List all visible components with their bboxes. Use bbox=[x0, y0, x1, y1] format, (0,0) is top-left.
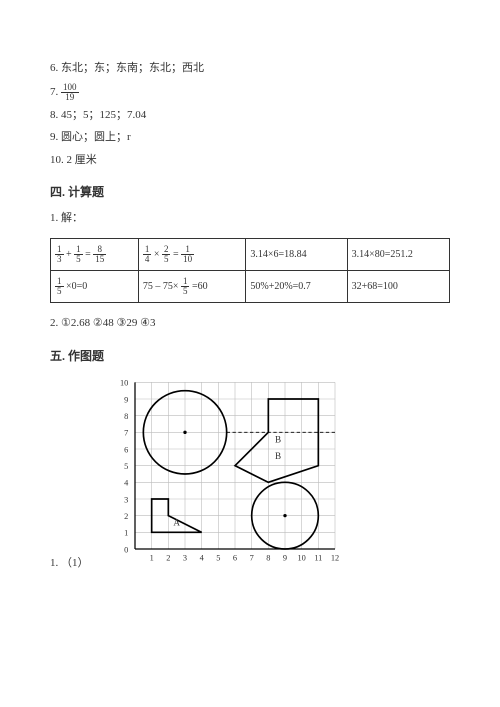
answer-9: 9. 圆心；圆上；r bbox=[50, 129, 450, 147]
svg-text:4: 4 bbox=[199, 553, 204, 562]
grid-figure: 123456789101112012345678910ABB bbox=[95, 374, 375, 574]
table-row: 13 + 15 = 815 14 × 25 = 110 3.14×6=18.84… bbox=[51, 238, 450, 270]
svg-text:3: 3 bbox=[182, 553, 186, 562]
svg-text:B: B bbox=[275, 451, 281, 461]
answer-7: 7. 100 19 bbox=[50, 83, 450, 102]
svg-text:11: 11 bbox=[314, 553, 322, 562]
svg-text:8: 8 bbox=[266, 553, 270, 562]
svg-text:3: 3 bbox=[124, 495, 128, 504]
svg-text:7: 7 bbox=[124, 428, 128, 437]
figure-1-label: 1. （1） bbox=[50, 554, 89, 574]
answer-7-fraction: 100 19 bbox=[61, 83, 79, 102]
svg-text:2: 2 bbox=[166, 553, 170, 562]
svg-text:9: 9 bbox=[282, 553, 286, 562]
svg-text:4: 4 bbox=[124, 478, 129, 487]
cell-1-2: 50%+20%=0.7 bbox=[246, 270, 347, 302]
cell-1-1: 75 – 75× 15 =60 bbox=[138, 270, 246, 302]
cell-0-2: 3.14×6=18.84 bbox=[246, 238, 347, 270]
answer-10: 10. 2 厘米 bbox=[50, 152, 450, 170]
answer-6: 6. 东北；东；东南；东北；西北 bbox=[50, 60, 450, 78]
figure-wrapper: 1. （1） 123456789101112012345678910ABB bbox=[50, 374, 450, 574]
svg-text:9: 9 bbox=[124, 395, 128, 404]
svg-text:B: B bbox=[275, 434, 281, 444]
svg-text:5: 5 bbox=[124, 462, 128, 471]
cell-0-0: 13 + 15 = 815 bbox=[51, 238, 139, 270]
frac-den: 19 bbox=[61, 93, 79, 102]
svg-text:12: 12 bbox=[330, 553, 338, 562]
cell-1-3: 32+68=100 bbox=[347, 270, 449, 302]
answer-7-prefix: 7. bbox=[50, 86, 61, 98]
cell-0-1: 14 × 25 = 110 bbox=[138, 238, 246, 270]
svg-text:2: 2 bbox=[124, 512, 128, 521]
cell-1-0: 15 ×0=0 bbox=[51, 270, 139, 302]
answer-8: 8. 45；5；125；7.04 bbox=[50, 107, 450, 125]
svg-text:6: 6 bbox=[124, 445, 128, 454]
svg-text:7: 7 bbox=[249, 553, 253, 562]
svg-text:0: 0 bbox=[124, 545, 128, 554]
svg-text:A: A bbox=[173, 517, 180, 527]
svg-text:1: 1 bbox=[149, 553, 153, 562]
svg-text:8: 8 bbox=[124, 412, 128, 421]
svg-text:5: 5 bbox=[216, 553, 220, 562]
svg-text:10: 10 bbox=[120, 378, 128, 387]
svg-text:1: 1 bbox=[124, 528, 128, 537]
section-5-title: 五. 作图题 bbox=[50, 347, 450, 364]
section-4-title: 四. 计算题 bbox=[50, 183, 450, 200]
section-4-item1: 1. 解： bbox=[50, 210, 450, 228]
svg-text:10: 10 bbox=[297, 553, 305, 562]
calc-table: 13 + 15 = 815 14 × 25 = 110 3.14×6=18.84… bbox=[50, 238, 450, 303]
svg-text:6: 6 bbox=[232, 553, 236, 562]
cell-0-3: 3.14×80=251.2 bbox=[347, 238, 449, 270]
section-4-item2: 2. ①2.68 ②48 ③29 ④3 bbox=[50, 315, 450, 333]
table-row: 15 ×0=0 75 – 75× 15 =60 50%+20%=0.7 32+6… bbox=[51, 270, 450, 302]
